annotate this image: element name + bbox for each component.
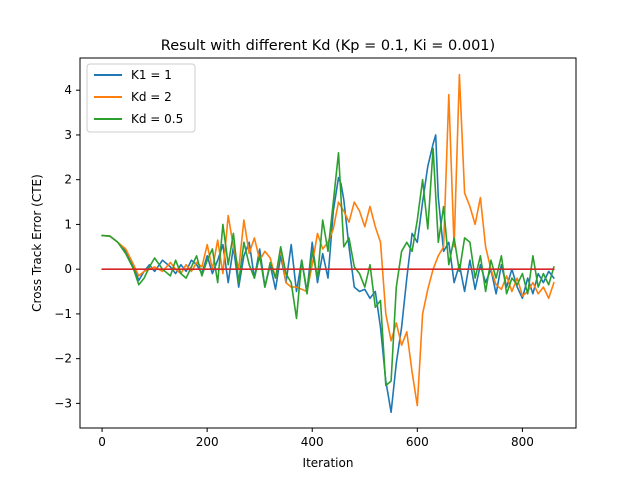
chart-title: Result with different Kd (Kp = 0.1, Ki =… [161,38,495,54]
y-tick-label: −3 [54,396,72,410]
y-tick-label: 3 [64,128,72,142]
x-tick-label: 600 [406,435,429,449]
x-tick-label: 0 [98,435,106,449]
y-axis-label: Cross Track Error (CTE) [30,174,44,312]
x-tick-label: 400 [301,435,324,449]
x-tick-label: 800 [511,435,534,449]
y-tick-label: −1 [54,307,72,321]
y-tick-label: 2 [64,173,72,187]
x-tick-label: 200 [196,435,219,449]
y-axis-ticks: −3 −2 −1 0 1 2 3 4 [54,83,80,410]
y-tick-label: 1 [64,217,72,231]
plot-frame [79,57,577,429]
series-lines [101,73,555,414]
y-tick-label: 4 [64,83,72,97]
legend-box [86,63,196,133]
y-tick-label: 0 [64,262,72,276]
legend-label: K1 = 1 [131,68,172,82]
x-axis-ticks: 0 200 400 600 800 [98,428,534,449]
y-tick-label: −2 [54,352,72,366]
legend-label: Kd = 0.5 [131,112,183,126]
legend: K1 = 1 Kd = 2 Kd = 0.5 [86,63,196,133]
x-axis-label: Iteration [303,456,354,470]
legend-label: Kd = 2 [131,90,172,104]
